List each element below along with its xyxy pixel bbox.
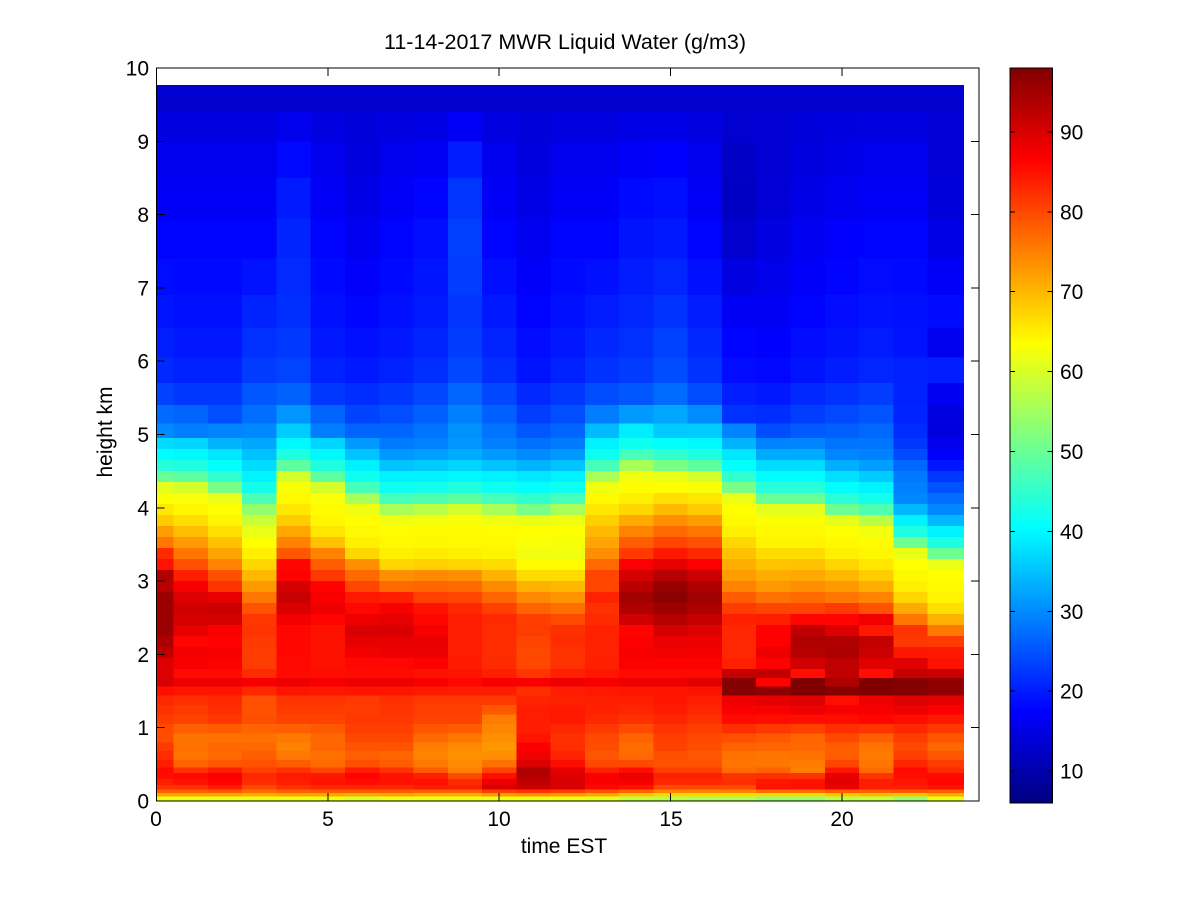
svg-text:8: 8 — [137, 204, 149, 227]
svg-text:5: 5 — [137, 424, 149, 447]
svg-text:2: 2 — [137, 644, 149, 667]
svg-text:height km: height km — [94, 386, 117, 477]
svg-text:40: 40 — [1060, 521, 1083, 544]
svg-text:70: 70 — [1060, 281, 1083, 304]
svg-text:90: 90 — [1060, 121, 1083, 144]
svg-text:20: 20 — [830, 808, 853, 831]
svg-text:10: 10 — [487, 808, 510, 831]
svg-text:6: 6 — [137, 351, 149, 374]
svg-text:7: 7 — [137, 277, 149, 300]
svg-text:50: 50 — [1060, 441, 1083, 464]
svg-text:11-14-2017 MWR Liquid Water (g: 11-14-2017 MWR Liquid Water (g/m3) — [384, 30, 746, 54]
svg-text:15: 15 — [659, 808, 682, 831]
svg-text:20: 20 — [1060, 681, 1083, 704]
svg-text:80: 80 — [1060, 201, 1083, 224]
svg-text:4: 4 — [137, 497, 149, 520]
svg-text:30: 30 — [1060, 601, 1083, 624]
svg-text:9: 9 — [137, 131, 149, 154]
svg-text:0: 0 — [137, 791, 149, 814]
svg-text:3: 3 — [137, 571, 149, 594]
svg-text:time EST: time EST — [521, 835, 608, 858]
svg-text:0: 0 — [150, 808, 162, 831]
svg-text:10: 10 — [126, 58, 149, 81]
svg-text:1: 1 — [137, 717, 149, 740]
svg-text:60: 60 — [1060, 361, 1083, 384]
svg-text:5: 5 — [322, 808, 334, 831]
svg-text:10: 10 — [1060, 761, 1083, 784]
